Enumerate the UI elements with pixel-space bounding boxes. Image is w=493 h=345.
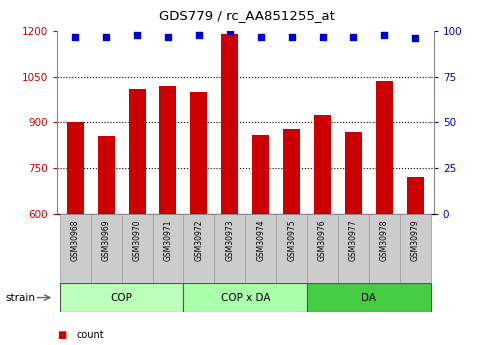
Text: GSM30971: GSM30971 xyxy=(164,219,173,261)
Bar xyxy=(122,214,152,283)
Bar xyxy=(345,131,362,214)
Bar xyxy=(400,214,431,283)
Text: GSM30968: GSM30968 xyxy=(70,219,80,261)
Point xyxy=(164,34,172,39)
Bar xyxy=(245,214,276,283)
Point xyxy=(288,34,296,39)
Text: COP x DA: COP x DA xyxy=(220,293,270,303)
Text: GSM30973: GSM30973 xyxy=(225,219,234,261)
Bar xyxy=(252,135,269,214)
Point xyxy=(71,34,79,39)
Text: GSM30978: GSM30978 xyxy=(380,219,389,261)
Text: ■: ■ xyxy=(57,330,66,339)
Bar xyxy=(369,214,400,283)
Text: count: count xyxy=(76,330,104,339)
Text: GDS779 / rc_AA851255_at: GDS779 / rc_AA851255_at xyxy=(159,9,334,22)
Point xyxy=(411,36,419,41)
Bar xyxy=(183,214,214,283)
Point xyxy=(318,34,326,39)
Text: GSM30977: GSM30977 xyxy=(349,219,358,261)
Bar xyxy=(190,92,208,214)
Point xyxy=(102,34,110,39)
Bar xyxy=(60,214,91,283)
Bar xyxy=(221,34,238,214)
Bar xyxy=(129,89,145,214)
Bar xyxy=(67,122,84,214)
Text: GSM30969: GSM30969 xyxy=(102,219,110,261)
Bar xyxy=(307,283,431,312)
Text: strain: strain xyxy=(5,293,35,303)
Text: GSM30979: GSM30979 xyxy=(411,219,420,261)
Text: GSM30976: GSM30976 xyxy=(318,219,327,261)
Text: COP: COP xyxy=(110,293,133,303)
Bar xyxy=(276,214,307,283)
Point xyxy=(350,34,357,39)
Text: GSM30970: GSM30970 xyxy=(133,219,141,261)
Point xyxy=(195,32,203,38)
Bar xyxy=(214,214,245,283)
Text: GSM30974: GSM30974 xyxy=(256,219,265,261)
Bar xyxy=(159,86,176,214)
Point xyxy=(257,34,265,39)
Bar xyxy=(376,81,393,214)
Bar xyxy=(307,214,338,283)
Bar xyxy=(283,129,300,214)
Text: DA: DA xyxy=(361,293,377,303)
Text: GSM30972: GSM30972 xyxy=(194,219,204,261)
Point xyxy=(133,32,141,38)
Point xyxy=(381,32,388,38)
Text: GSM30975: GSM30975 xyxy=(287,219,296,261)
Bar xyxy=(98,136,115,214)
Bar xyxy=(314,115,331,214)
Bar xyxy=(407,177,424,214)
Bar xyxy=(91,214,122,283)
Bar xyxy=(338,214,369,283)
Bar xyxy=(152,214,183,283)
Point xyxy=(226,28,234,34)
Bar xyxy=(183,283,307,312)
Bar xyxy=(60,283,183,312)
